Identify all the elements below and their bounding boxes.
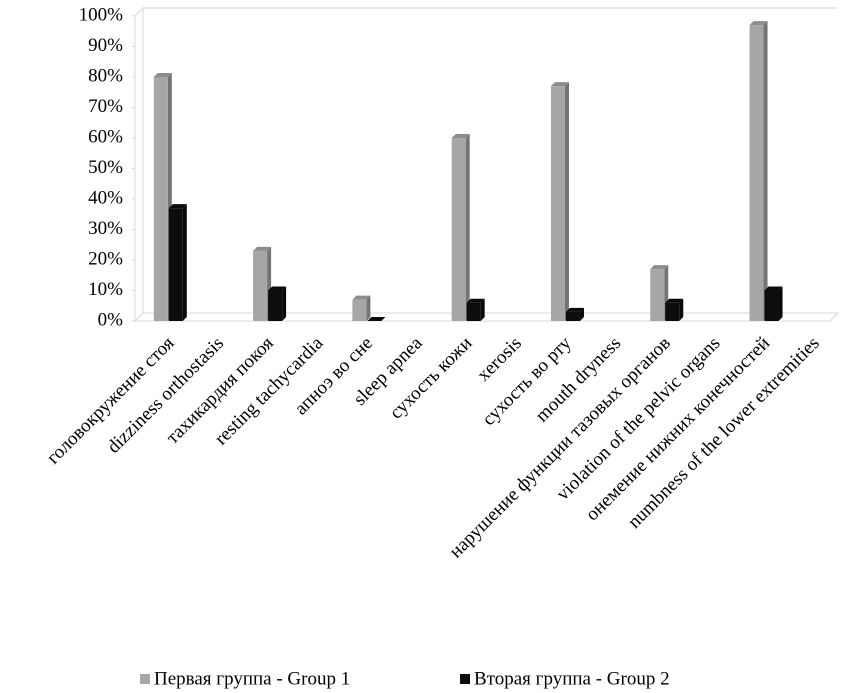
legend-label: Вторая группа - Group 2 [474,668,670,689]
y-tick-label: 90% [88,35,123,56]
bar-side [579,307,584,321]
bar-side [182,204,187,321]
bar [650,269,665,321]
bar-top [466,298,485,303]
bar-top [253,246,272,251]
bar-top [565,307,584,312]
bar [550,86,565,322]
y-tick-label: 100% [79,4,124,25]
bar-side [465,134,470,321]
bar-top [153,73,172,77]
bar-side [763,21,768,322]
bar-side [778,286,783,321]
bar [665,302,680,321]
bar [268,290,283,321]
bar [352,299,367,321]
bar [168,208,183,321]
y-tick-label: 10% [88,279,123,300]
y-tick-label: 20% [88,248,123,269]
bar-top [764,286,783,291]
y-tick-label: 0% [98,309,124,330]
bar [466,302,481,321]
bar [565,311,580,321]
bar-side [480,298,485,321]
legend-swatch [140,674,150,684]
legend-swatch [460,674,470,684]
y-tick-label: 50% [88,157,123,178]
bar [451,138,466,321]
y-tick-label: 60% [88,126,123,147]
bar [749,25,764,322]
bar [153,77,168,321]
bar-top [749,21,768,26]
bar-top [268,286,287,291]
bar-side [679,298,684,321]
y-tick-label: 70% [88,96,123,117]
floor [133,312,840,322]
bar-top [550,82,569,87]
bar-side [366,295,371,321]
legend-label: Первая группа - Group 1 [154,668,350,689]
bar-top [451,134,470,138]
y-tick-label: 30% [88,218,123,239]
bar-top [168,204,187,209]
bar-side [564,82,569,322]
bar [253,250,268,321]
bar-side [282,286,287,321]
bar-top [352,295,371,300]
bar-top [665,298,684,303]
bar-top [367,317,386,321]
back-wall [134,6,144,323]
y-tick-label: 40% [88,187,123,208]
bar-top [650,265,669,270]
bar [764,290,779,321]
y-tick-label: 80% [88,65,123,86]
